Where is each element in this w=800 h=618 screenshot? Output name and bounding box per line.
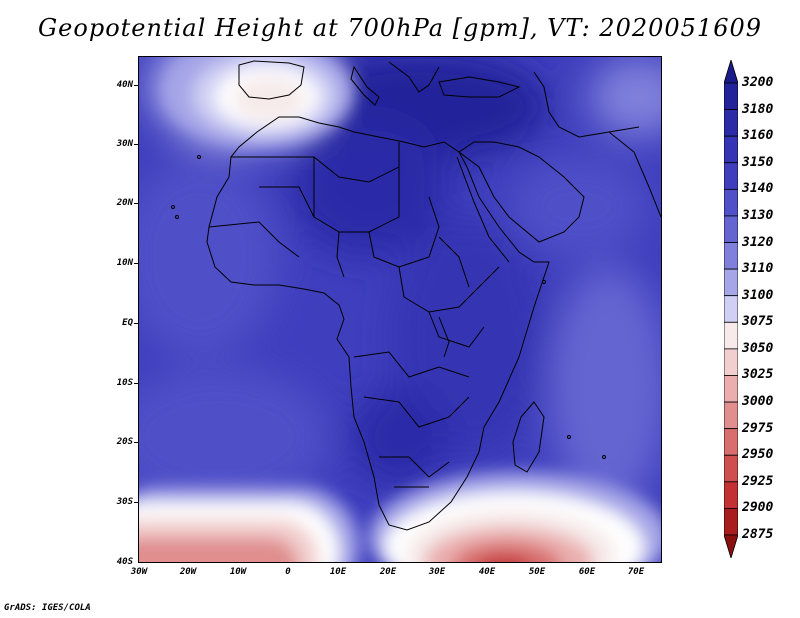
colorbar-bin — [723, 82, 739, 110]
map-title: Geopotential Height at 700hPa [gpm], VT:… — [38, 14, 762, 42]
colorbar-label: 3000 — [742, 394, 774, 410]
x-label: 30W — [130, 567, 148, 577]
y-tick — [134, 203, 138, 204]
colorbar-bin — [723, 428, 739, 456]
x-label: 20E — [379, 567, 397, 577]
colorbar-bottom-arrow — [723, 534, 739, 560]
colorbar-label: 3150 — [742, 154, 774, 170]
colorbar-bin — [723, 401, 739, 430]
colorbar — [723, 58, 739, 560]
y-tick — [134, 85, 138, 86]
colorbar-label: 3110 — [742, 261, 774, 277]
y-label: 40N — [116, 80, 133, 90]
coastlines — [206, 60, 661, 531]
colorbar-bin — [723, 162, 739, 190]
y-label: 20S — [116, 437, 133, 447]
x-label: 20W — [179, 567, 197, 577]
y-label: 40S — [116, 557, 133, 567]
y-tick — [134, 144, 138, 145]
colorbar-bin — [723, 215, 739, 243]
y-tick — [134, 263, 138, 264]
colorbar-label: 2975 — [742, 420, 774, 436]
y-tick — [134, 383, 138, 384]
map-panel — [138, 56, 662, 563]
colorbar-svg — [723, 58, 739, 560]
x-label: 10E — [329, 567, 347, 577]
y-tick — [134, 323, 138, 324]
colorbar-bin — [723, 242, 739, 270]
y-tick — [134, 442, 138, 443]
y-label: 10N — [116, 258, 133, 268]
y-label: 20N — [116, 198, 133, 208]
colorbar-bin — [723, 268, 739, 297]
x-label: 70E — [627, 567, 645, 577]
colorbar-label: 3120 — [742, 234, 774, 250]
colorbar-label: 3050 — [742, 340, 774, 356]
colorbar-label: 3025 — [742, 367, 774, 383]
colorbar-label: 3130 — [742, 207, 774, 223]
colorbar-label: 3180 — [742, 101, 774, 117]
y-label: EQ — [122, 318, 133, 328]
colorbar-label: 3075 — [742, 314, 774, 330]
colorbar-top-arrow — [723, 58, 739, 84]
x-label: 60E — [578, 567, 596, 577]
colorbar-label: 2875 — [742, 527, 774, 542]
y-label: 10S — [116, 378, 133, 388]
x-label: 10W — [229, 567, 247, 577]
x-label: 40E — [478, 567, 496, 577]
y-label: 30N — [116, 139, 133, 149]
y-label: 30S — [116, 497, 133, 507]
credit: GrADS: IGES/COLA — [4, 603, 91, 613]
colorbar-label: 3200 — [742, 75, 774, 90]
x-label: 0 — [285, 567, 291, 577]
colorbar-label: 3160 — [742, 128, 774, 144]
colorbar-bin — [723, 321, 739, 350]
colorbar-bin — [723, 295, 739, 323]
x-label: 50E — [528, 567, 546, 577]
colorbar-bin — [723, 188, 739, 217]
colorbar-bin — [723, 454, 739, 483]
colorbar-bin — [723, 109, 739, 137]
colorbar-label: 2900 — [742, 500, 774, 516]
colorbar-label: 3100 — [742, 287, 774, 303]
geopotential-field — [139, 57, 661, 562]
colorbar-bin — [723, 348, 739, 376]
colorbar-bin — [723, 375, 739, 403]
y-tick — [134, 502, 138, 503]
colorbar-bin — [723, 135, 739, 164]
colorbar-label: 2950 — [742, 447, 774, 463]
x-label: 30E — [428, 567, 446, 577]
colorbar-label: 3140 — [742, 181, 774, 197]
colorbar-bin — [723, 481, 739, 509]
colorbar-label: 2925 — [742, 473, 774, 489]
colorbar-bin — [723, 508, 739, 536]
